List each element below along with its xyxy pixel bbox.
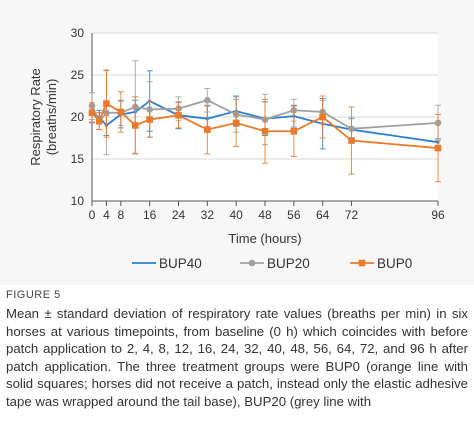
y-axis-title-line2: (breaths/min) bbox=[44, 79, 59, 156]
y-tick-label: 20 bbox=[71, 110, 85, 124]
figure-label: FIGURE 5 bbox=[6, 289, 61, 301]
data-point bbox=[131, 122, 139, 129]
x-tick-label: 72 bbox=[345, 208, 359, 222]
data-point bbox=[175, 112, 182, 119]
y-tick-label: 25 bbox=[71, 68, 85, 82]
data-point bbox=[103, 100, 110, 107]
y-axis-title-line1: Respiratory Rate bbox=[28, 68, 43, 166]
data-point bbox=[319, 113, 326, 121]
data-point bbox=[204, 96, 211, 104]
x-tick-label: 16 bbox=[143, 208, 157, 222]
y-tick-label: 30 bbox=[71, 26, 85, 40]
data-point bbox=[261, 127, 269, 135]
series-line bbox=[91, 99, 439, 144]
data-point bbox=[290, 127, 298, 135]
x-tick-label: 24 bbox=[172, 208, 186, 222]
data-point bbox=[434, 144, 442, 152]
legend-item-bup20: BUP20 bbox=[240, 256, 310, 271]
series-layer bbox=[88, 60, 442, 183]
legend-item-bup40: BUP40 bbox=[132, 256, 202, 271]
x-tick-label: 40 bbox=[229, 208, 243, 222]
x-tick-label: 4 bbox=[103, 208, 110, 222]
x-tick-label: 8 bbox=[117, 208, 124, 222]
data-point bbox=[204, 126, 211, 133]
series-bup0 bbox=[88, 69, 442, 183]
y-tick-label: 10 bbox=[71, 194, 85, 208]
x-tick-label: 56 bbox=[287, 208, 301, 222]
x-axis-title: Time (hours) bbox=[228, 231, 301, 246]
legend-marker bbox=[358, 259, 366, 267]
x-tick-label: 32 bbox=[201, 208, 215, 222]
x-tick-label: 0 bbox=[89, 208, 96, 222]
x-tick-label: 48 bbox=[258, 208, 272, 222]
x-tick-label: 96 bbox=[431, 208, 445, 222]
legend-item-bup0: BUP0 bbox=[350, 256, 412, 271]
data-point bbox=[88, 109, 96, 117]
data-point bbox=[348, 137, 355, 144]
data-point bbox=[95, 117, 103, 125]
figure-caption: Mean ± standard deviation of respiratory… bbox=[6, 306, 468, 409]
x-tick-label: 64 bbox=[316, 208, 330, 222]
legend: BUP40 BUP20 BUP0 bbox=[132, 256, 412, 271]
legend-label: BUP40 bbox=[159, 256, 202, 271]
y-tick-label: 15 bbox=[71, 152, 85, 166]
data-point bbox=[117, 108, 125, 116]
chart-panel: 10 15 20 25 30 0 4 8 16 24 32 40 48 56 64 72 96 Time (hou… bbox=[28, 26, 445, 271]
data-point bbox=[232, 119, 240, 127]
legend-label: BUP0 bbox=[377, 256, 412, 271]
legend-label: BUP20 bbox=[267, 256, 310, 271]
legend-marker bbox=[248, 259, 256, 267]
data-point bbox=[146, 116, 153, 123]
